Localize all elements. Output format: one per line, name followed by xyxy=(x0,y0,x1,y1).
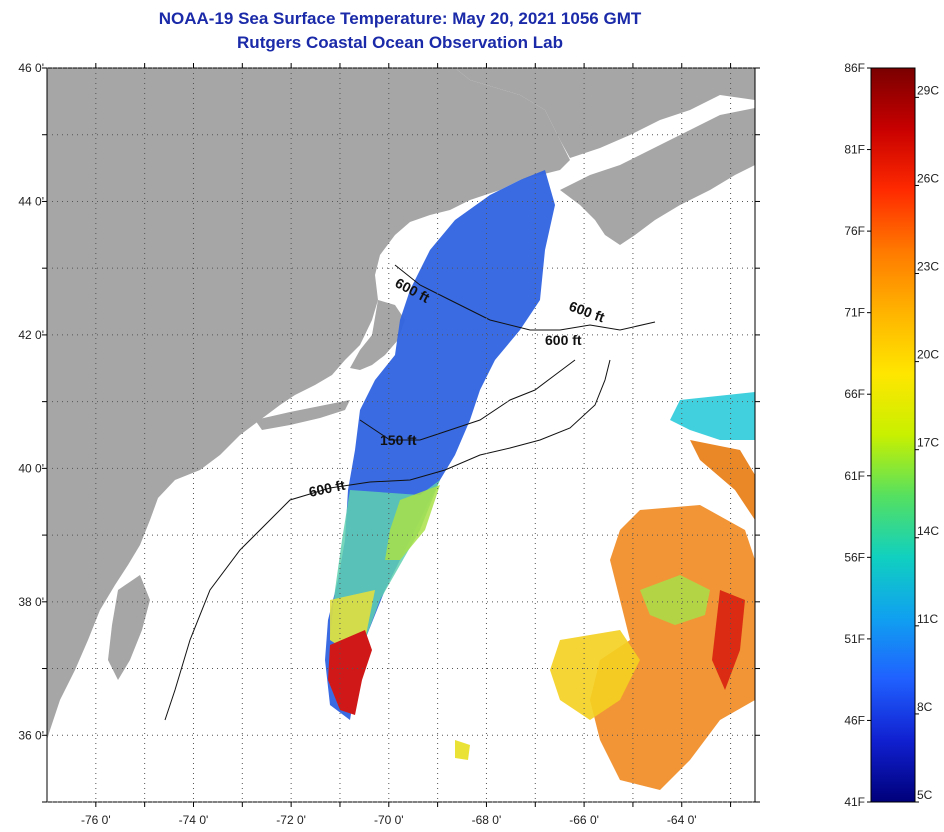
delmarva-land xyxy=(108,575,150,680)
graticule xyxy=(47,67,755,803)
colorbar-c-label: 20C xyxy=(917,348,939,362)
colorbar-c-label: 8C xyxy=(917,700,933,714)
map-subtitle: Rutgers Coastal Ocean Observation Lab xyxy=(237,33,563,52)
lon-tick-label: -68 0' xyxy=(472,813,502,827)
sst-offshore-gulfstream-band xyxy=(690,440,755,520)
colorbar-f-label: 46F xyxy=(844,713,865,727)
axis-ticks: -76 0' -74 0' -72 0' -70 0' -68 0' -66 0' -64 … xyxy=(18,61,760,827)
colorbar-c-label: 5C xyxy=(917,788,933,802)
lat-tick-label: 38 0' xyxy=(18,595,44,609)
colorbar-c-label: 26C xyxy=(917,171,939,185)
sst-offshore-red-streak xyxy=(712,590,745,690)
lat-tick-label: 44 0' xyxy=(18,194,44,208)
lon-tick-label: -70 0' xyxy=(374,813,404,827)
lat-tick-label: 46 0' xyxy=(18,61,44,75)
lon-tick-label: -64 0' xyxy=(667,813,697,827)
lat-tick-label: 40 0' xyxy=(18,461,44,475)
colorbar-f-label: 51F xyxy=(844,632,865,646)
contour-label-600ft-shelf: 600 ft xyxy=(307,477,346,500)
sst-swath-green xyxy=(385,485,440,560)
contour-label-150ft: 150 ft xyxy=(380,432,417,448)
map-title: NOAA-19 Sea Surface Temperature: May 20,… xyxy=(158,9,642,28)
colorbar-c-label: 23C xyxy=(917,260,939,274)
colorbar-f-label: 76F xyxy=(844,224,865,238)
sst-offshore-yellow-patches xyxy=(550,630,640,720)
lon-tick-label: -74 0' xyxy=(179,813,209,827)
colorbar-f-label: 56F xyxy=(844,550,865,564)
colorbar-f-label: 41F xyxy=(844,795,865,809)
colorbar xyxy=(870,67,916,803)
colorbar-c-label: 29C xyxy=(917,83,939,97)
depth-contour-600ft-shelf xyxy=(164,359,611,721)
sst-offshore-green-ring xyxy=(640,575,710,625)
contour-label-600ft-georges: 600 ft xyxy=(545,332,582,348)
map-frame xyxy=(46,67,756,803)
depth-contour-600ft-gom xyxy=(394,264,656,331)
colorbar-labels: 86F 81F 76F 71F 66F 61F 56F 51F 46F 41F 29C 26C 23C 2… xyxy=(844,61,939,809)
lat-tick-label: 42 0' xyxy=(18,328,44,342)
colorbar-f-label: 86F xyxy=(844,61,865,75)
sst-offshore-northeast xyxy=(670,392,755,440)
sst-swath-gulfstream-tip xyxy=(328,630,372,715)
lat-tick-label: 36 0' xyxy=(18,728,44,742)
sst-offshore-eddy-field xyxy=(590,505,755,790)
nova-scotia-land xyxy=(560,108,755,245)
sst-offshore-small-yellow xyxy=(455,740,470,760)
lon-tick-label: -66 0' xyxy=(569,813,599,827)
colorbar-f-label: 81F xyxy=(844,143,865,157)
lon-tick-label: -72 0' xyxy=(276,813,306,827)
long-island-land xyxy=(255,400,350,430)
colorbar-c-label: 17C xyxy=(917,436,939,450)
colorbar-c-label: 11C xyxy=(917,612,938,626)
lon-tick-label: -76 0' xyxy=(81,813,111,827)
colorbar-c-label: 14C xyxy=(917,524,939,538)
new-brunswick-land xyxy=(455,68,755,158)
depth-contour-150ft xyxy=(359,359,576,441)
us-mainland-land xyxy=(47,68,570,740)
colorbar-f-label: 61F xyxy=(844,469,865,483)
colorbar-f-label: 71F xyxy=(844,306,865,320)
colorbar-f-label: 66F xyxy=(844,387,865,401)
